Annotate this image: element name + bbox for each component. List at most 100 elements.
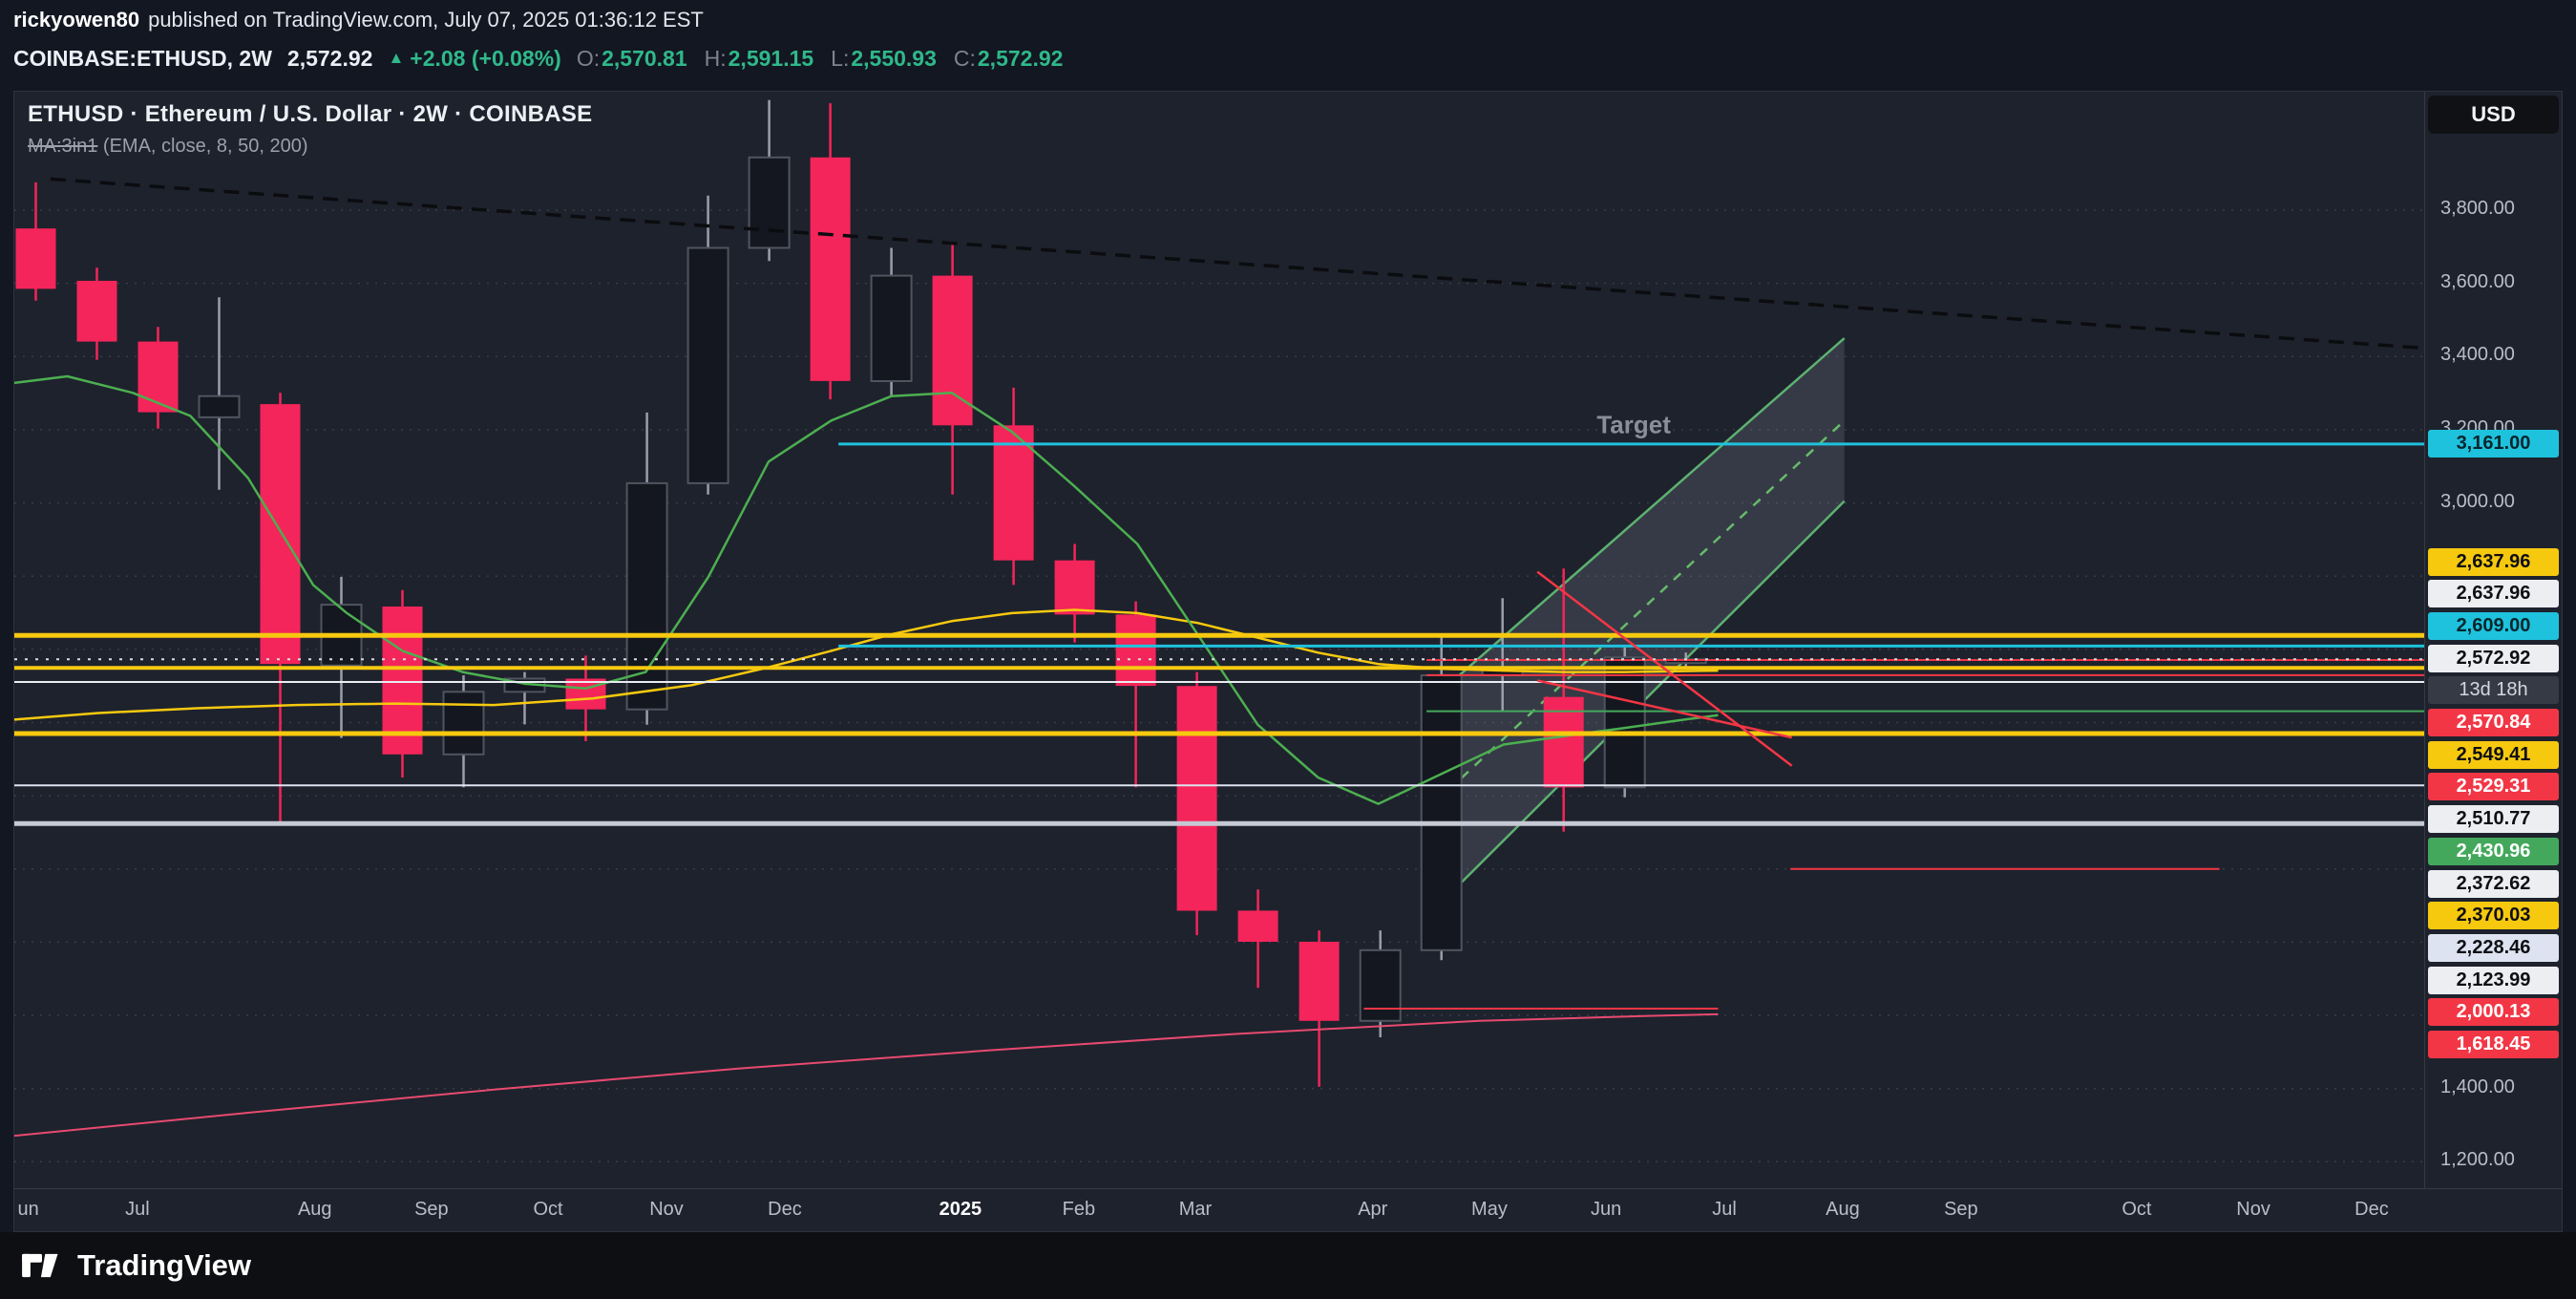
trendline[interactable] [50, 177, 2424, 351]
time-axis-label: Jul [125, 1199, 150, 1220]
change-text: +2.08 (+0.08%) [410, 45, 561, 71]
price-label: 1,618.45 [2428, 1031, 2559, 1058]
price-tick: 1,200.00 [2440, 1149, 2515, 1171]
candle-body-down [1176, 686, 1217, 911]
time-axis-label: Mar [1178, 1199, 1213, 1220]
target-label: Target [1596, 411, 1671, 439]
time-axis-label: Dec [2354, 1199, 2389, 1220]
time-axis-label: Apr [1358, 1199, 1388, 1220]
candle-body-down [1054, 560, 1095, 615]
bar-countdown-label: 13d 18h [2428, 676, 2559, 705]
symbol-info-bar: COINBASE:ETHUSD, 2W 2,572.92 ▲ +2.08 (+0… [0, 40, 2576, 76]
time-axis-label: 2025 [939, 1199, 982, 1220]
candle-body-up [1603, 656, 1646, 789]
time-axis-label: Jun [1590, 1199, 1622, 1220]
price-tick: 3,000.00 [2440, 490, 2515, 512]
price-label: 2,372.62 [2428, 869, 2559, 898]
ohlc-item: C:2,572.92 [954, 46, 1064, 72]
last-price: 2,572.92 [286, 45, 373, 71]
ohlc-value: 2,572.92 [977, 45, 1064, 71]
publisher-username[interactable]: rickyowen80 [13, 8, 140, 32]
time-axis-label: Dec [768, 1199, 802, 1220]
price-tick: 1,400.00 [2440, 1075, 2515, 1097]
time-axis-label: Jul [1712, 1199, 1737, 1220]
time-axis-label: Nov [2236, 1199, 2270, 1220]
price-tick: 3,600.00 [2440, 270, 2515, 292]
price-label: 2,570.84 [2428, 709, 2559, 736]
time-axis-label: Sep [1944, 1199, 1978, 1220]
time-axis-label: Feb [1062, 1199, 1096, 1220]
candle-body-up [198, 394, 241, 418]
price-tick: 3,400.00 [2440, 344, 2515, 366]
candle-body-down [76, 281, 117, 342]
price-label: 2,529.31 [2428, 773, 2559, 801]
candle-body-up [1420, 674, 1463, 951]
candle-body-down [932, 275, 973, 426]
candle-body-down [993, 425, 1034, 561]
candle-body-down [137, 341, 179, 413]
ohlc-label: O: [576, 45, 601, 71]
candle-body-up [442, 691, 485, 756]
price-label: 2,370.03 [2428, 902, 2559, 930]
price-label: 2,000.13 [2428, 998, 2559, 1027]
candle-body-up [748, 156, 791, 249]
time-axis[interactable]: un Jul Aug Sep Oct Nov Dec 2025 Feb Mar Apr May Jun J… [14, 1188, 2562, 1232]
ohlc-label: H: [704, 45, 727, 71]
price-chart-canvas[interactable]: Target [14, 92, 2424, 1188]
candle-body-down [1115, 614, 1156, 687]
ohlc-label: C: [953, 45, 976, 71]
time-axis-label: Aug [297, 1199, 332, 1220]
target-channel[interactable]: Target [1421, 337, 1846, 924]
candle-body-up [1359, 948, 1402, 1022]
ohlc-item: L:2,550.93 [831, 46, 937, 72]
brand-name[interactable]: TradingView [77, 1248, 252, 1282]
chart-widget: Target ETHUSD · Ethereum / U.S. Dollar ·… [13, 91, 2563, 1232]
price-scale[interactable]: USD 3,800.00 3,600.00 3,400.00 3,200.00 3,00… [2424, 92, 2563, 1188]
price-label: 2,228.46 [2428, 933, 2559, 962]
price-label: 2,549.41 [2428, 740, 2559, 769]
up-triangle-icon: ▲ [388, 49, 405, 67]
time-axis-label: un [17, 1199, 39, 1220]
candle-body-up [870, 274, 913, 383]
price-label: 2,637.96 [2428, 547, 2559, 576]
candle-body-down [1299, 942, 1340, 1021]
candle-body-down [15, 228, 56, 289]
price-label-floating: 3,161.00 [2428, 430, 2559, 458]
currency-button[interactable]: USD [2428, 96, 2559, 134]
time-axis-label: Sep [414, 1199, 449, 1220]
ohlc-item: O:2,570.81 [577, 46, 687, 72]
time-axis-label: May [1471, 1199, 1508, 1220]
publish-bar: rickyowen80 published on TradingView.com… [0, 0, 2576, 40]
candlestick-series [15, 99, 1707, 1087]
ohlc-item: H:2,591.15 [705, 46, 814, 72]
price-tick: 3,800.00 [2440, 198, 2515, 219]
ema-8-line [14, 374, 1719, 805]
tradingview-logo-icon[interactable] [21, 1250, 63, 1281]
horizontal-levels[interactable] [14, 442, 2424, 1010]
candle-body-down [565, 678, 606, 710]
time-axis-label: Nov [649, 1199, 684, 1220]
ohlc-value: 2,570.81 [602, 45, 687, 71]
gridlines [14, 209, 2424, 1163]
price-label: 2,430.96 [2428, 837, 2559, 865]
candle-body-down [810, 157, 851, 381]
ohlc-label: L: [831, 45, 850, 71]
price-label: 2,637.96 [2428, 580, 2559, 608]
candle-body-down [260, 404, 301, 665]
price-change: ▲ +2.08 (+0.08%) [388, 46, 560, 72]
falling-wedge[interactable] [1536, 570, 1793, 767]
price-label: 2,572.92 [2428, 644, 2559, 672]
symbol-interval[interactable]: COINBASE:ETHUSD, 2W [13, 45, 272, 71]
candle-body-up [686, 246, 729, 484]
time-axis-label: Oct [533, 1199, 563, 1220]
time-axis-label: Aug [1826, 1199, 1860, 1220]
footer-bar: TradingView [0, 1232, 2576, 1299]
candle-body-down [382, 607, 423, 755]
ohlc-values: O:2,570.81 H:2,591.15 L:2,550.93 C:2,572.92 [577, 46, 1064, 72]
ohlc-value: 2,550.93 [851, 45, 937, 71]
ohlc-value: 2,591.15 [728, 45, 814, 71]
time-axis-label: Oct [2122, 1199, 2152, 1220]
price-label: 2,123.99 [2428, 966, 2559, 994]
publish-info-text: published on TradingView.com, July 07, 2… [148, 8, 704, 32]
